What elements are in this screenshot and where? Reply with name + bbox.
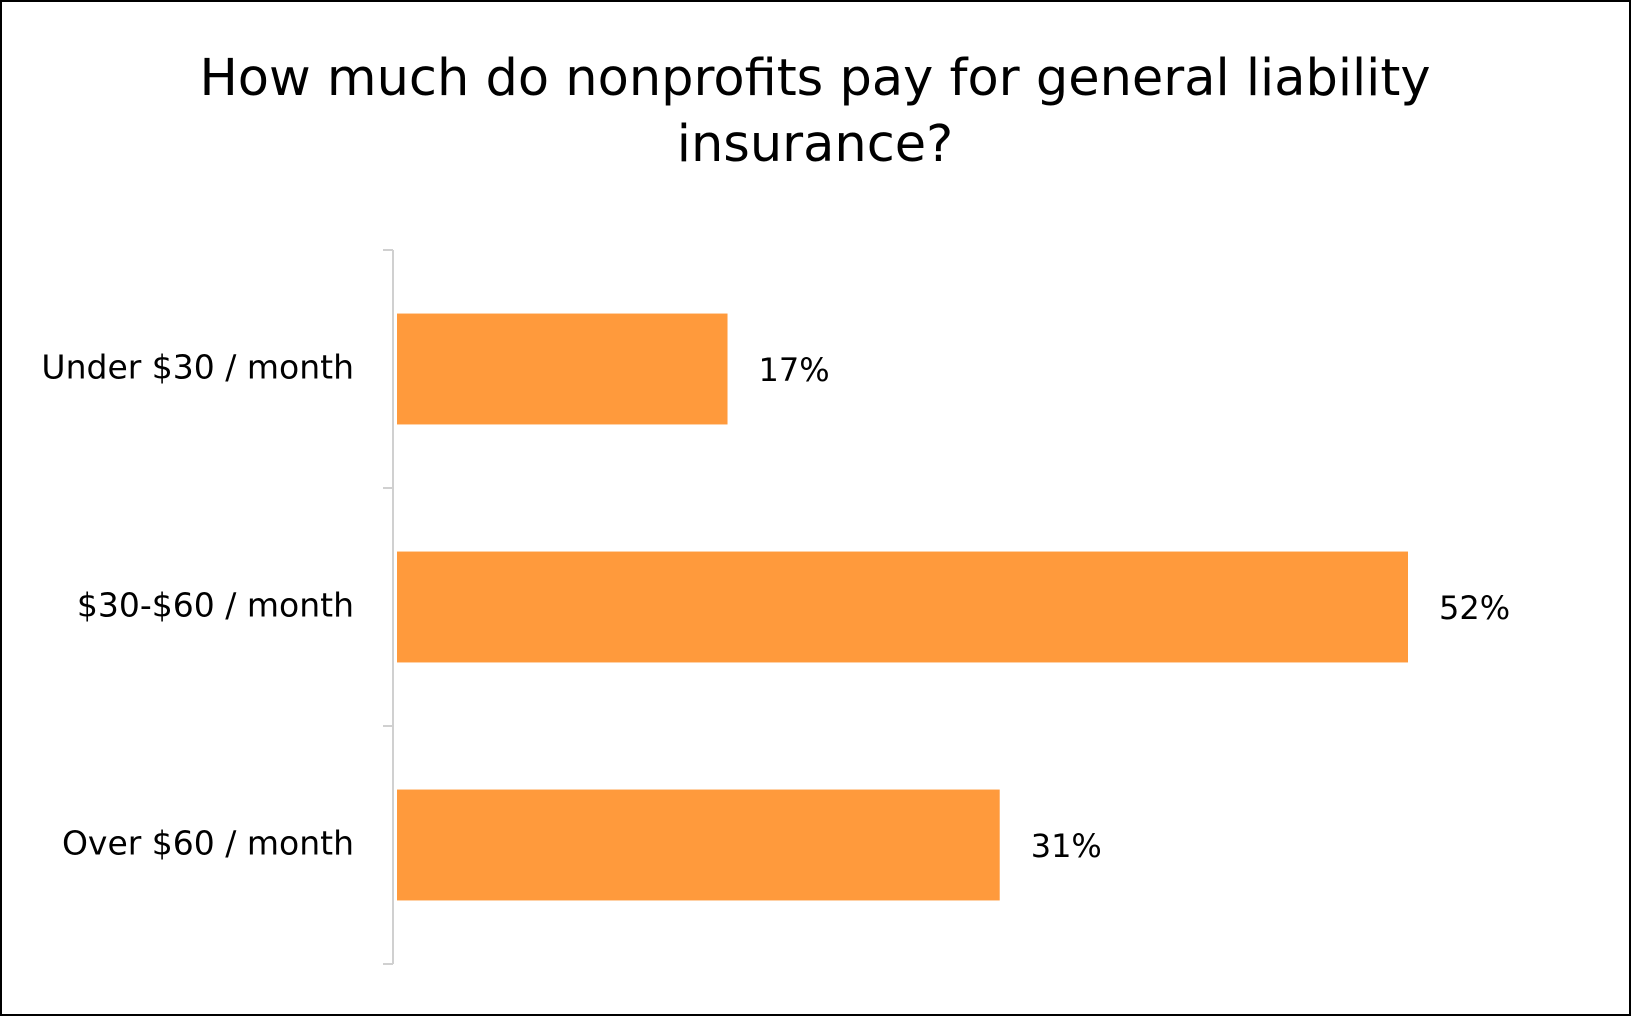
bar: [397, 551, 1408, 663]
data-label: 17%: [759, 351, 830, 389]
y-tick-label: Over $60 / month: [62, 824, 354, 863]
y-tick-label: Under $30 / month: [41, 348, 354, 387]
data-label: 31%: [1031, 827, 1102, 865]
chart-title: How much do nonprofits pay for general l…: [199, 49, 1431, 174]
bar: [397, 789, 1000, 901]
bar: [397, 313, 728, 425]
y-tick-label: $30-$60 / month: [77, 586, 354, 625]
data-label: 52%: [1439, 589, 1510, 627]
